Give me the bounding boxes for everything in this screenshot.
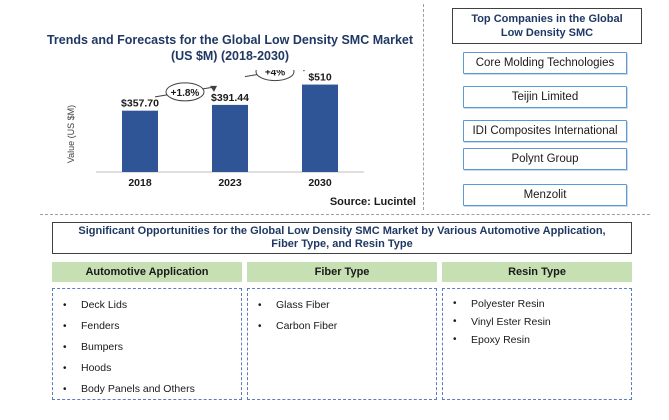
company-box: Core Molding Technologies — [463, 52, 627, 74]
company-box: IDI Composites International — [463, 120, 627, 142]
column-header-resin-type: Resin Type — [442, 262, 632, 282]
company-box: Polynt Group — [463, 148, 627, 170]
x-tick-label: 2018 — [128, 177, 152, 189]
chart-title: Trends and Forecasts for the Global Low … — [46, 33, 414, 63]
bar-chart: Value (US $M) $357.70 2018 $391.44 2023 $510 2… — [66, 70, 364, 189]
list-item: Vinyl Ester Resin — [453, 313, 631, 331]
column-header-fiber-type: Fiber Type — [247, 262, 437, 282]
list-item: Epoxy Resin — [453, 331, 631, 349]
growth-arrow-head — [302, 70, 305, 72]
y-axis-label: Value (US $M) — [66, 105, 76, 163]
growth-label: +4% — [265, 70, 285, 79]
bar — [212, 104, 248, 172]
growth-label: +1.8% — [171, 88, 200, 99]
list-item: Bumpers — [63, 337, 241, 358]
list-item: Polyester Resin — [453, 295, 631, 313]
company-box: Teijin Limited — [463, 86, 627, 108]
horizontal-divider — [40, 214, 650, 215]
list-item: Carbon Fiber — [258, 316, 436, 337]
list-item: Glass Fiber — [258, 295, 436, 316]
list-item: Deck Lids — [63, 295, 241, 316]
growth-badge — [255, 70, 295, 82]
data-label: $357.70 — [121, 98, 159, 110]
company-box: Menzolit — [463, 184, 627, 206]
fiber-type-list: Glass Fiber Carbon Fiber — [247, 288, 437, 400]
list-item: Hoods — [63, 358, 241, 379]
opportunities-title: Significant Opportunities for the Global… — [52, 222, 632, 254]
vertical-divider — [423, 4, 424, 210]
data-label: $510 — [308, 72, 332, 84]
list-item: Body Panels and Others — [63, 379, 241, 400]
list-item: Fenders — [63, 316, 241, 337]
data-label: $391.44 — [211, 92, 249, 104]
growth-badge — [165, 82, 205, 102]
growth-arrow-head — [210, 85, 217, 92]
bar — [122, 110, 158, 172]
automotive-application-list: Deck Lids Fenders Bumpers Hoods Body Pan… — [52, 288, 242, 400]
resin-type-list: Polyester Resin Vinyl Ester Resin Epoxy … — [442, 288, 632, 400]
column-header-automotive-application: Automotive Application — [52, 262, 242, 282]
source-label: Source: Lucintel — [329, 196, 416, 208]
x-tick-label: 2030 — [308, 177, 332, 189]
bar — [302, 84, 338, 172]
x-tick-label: 2023 — [218, 177, 242, 189]
companies-title: Top Companies in the Global Low Density … — [452, 8, 642, 44]
